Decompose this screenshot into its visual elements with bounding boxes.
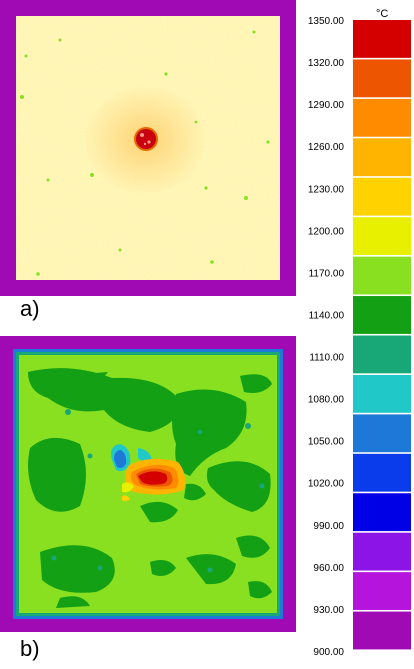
colorbar-tick-label: 1350.00 bbox=[308, 16, 345, 27]
cold-spots-b bbox=[51, 409, 265, 573]
panel-label-b: b) bbox=[20, 636, 40, 661]
colorbar-block bbox=[353, 138, 411, 177]
colorbar-tick-label: 930.00 bbox=[313, 605, 344, 616]
colorbar-block bbox=[353, 177, 411, 216]
colorbar-tick-label: 1140.00 bbox=[309, 310, 345, 321]
colorbar-block bbox=[353, 256, 411, 295]
colorbar-tick-label: 1260.00 bbox=[308, 142, 345, 153]
colorbar-tick-label: 1080.00 bbox=[308, 395, 345, 406]
colorbar-tick-label: 1050.00 bbox=[308, 437, 345, 448]
temperature-map-b bbox=[0, 336, 296, 632]
cool-specks-a bbox=[20, 30, 270, 276]
colorbar-block bbox=[353, 374, 411, 413]
colorbar-tick-label: 1020.00 bbox=[308, 479, 345, 490]
colorbar-block bbox=[353, 611, 411, 650]
colorbar-tick-label: 1170.00 bbox=[309, 268, 345, 279]
temperature-map-a bbox=[0, 0, 296, 296]
panel-label-a: a) bbox=[20, 296, 40, 321]
colorbar-block bbox=[353, 59, 411, 98]
colorbar-block bbox=[353, 98, 411, 137]
colorbar-block bbox=[353, 572, 411, 610]
cool-patches-b bbox=[28, 368, 272, 608]
colorbar-tick-label: 1230.00 bbox=[308, 184, 345, 195]
colorbar-tick-label: 960.00 bbox=[313, 563, 344, 574]
colorbar-block bbox=[353, 493, 411, 532]
colorbar-tick-label: 1320.00 bbox=[308, 58, 345, 69]
colorbar-tick-label: 1290.00 bbox=[308, 100, 345, 111]
colorbar-block bbox=[353, 335, 411, 374]
colorbar-tick-label: 1110.00 bbox=[309, 353, 344, 364]
hot-spot-b bbox=[111, 444, 186, 501]
colorbar-block bbox=[353, 414, 411, 453]
colorbar-block bbox=[353, 20, 411, 58]
hot-spot-a bbox=[134, 127, 158, 151]
colorbar-block bbox=[353, 532, 411, 571]
colorbar-tick-label: 900.00 bbox=[313, 647, 344, 658]
color-scale-legend: 1350.00 1320.00 1290.00 1260.00 1230.00 1200.… bbox=[308, 8, 411, 658]
colorbar-block bbox=[353, 217, 411, 256]
colorbar-block bbox=[353, 453, 411, 492]
colorbar-tick-label: 990.00 bbox=[313, 521, 344, 532]
colorbar-block bbox=[353, 296, 411, 334]
colorbar-tick-label: 1200.00 bbox=[308, 226, 345, 237]
unit-label: °C bbox=[376, 8, 388, 20]
